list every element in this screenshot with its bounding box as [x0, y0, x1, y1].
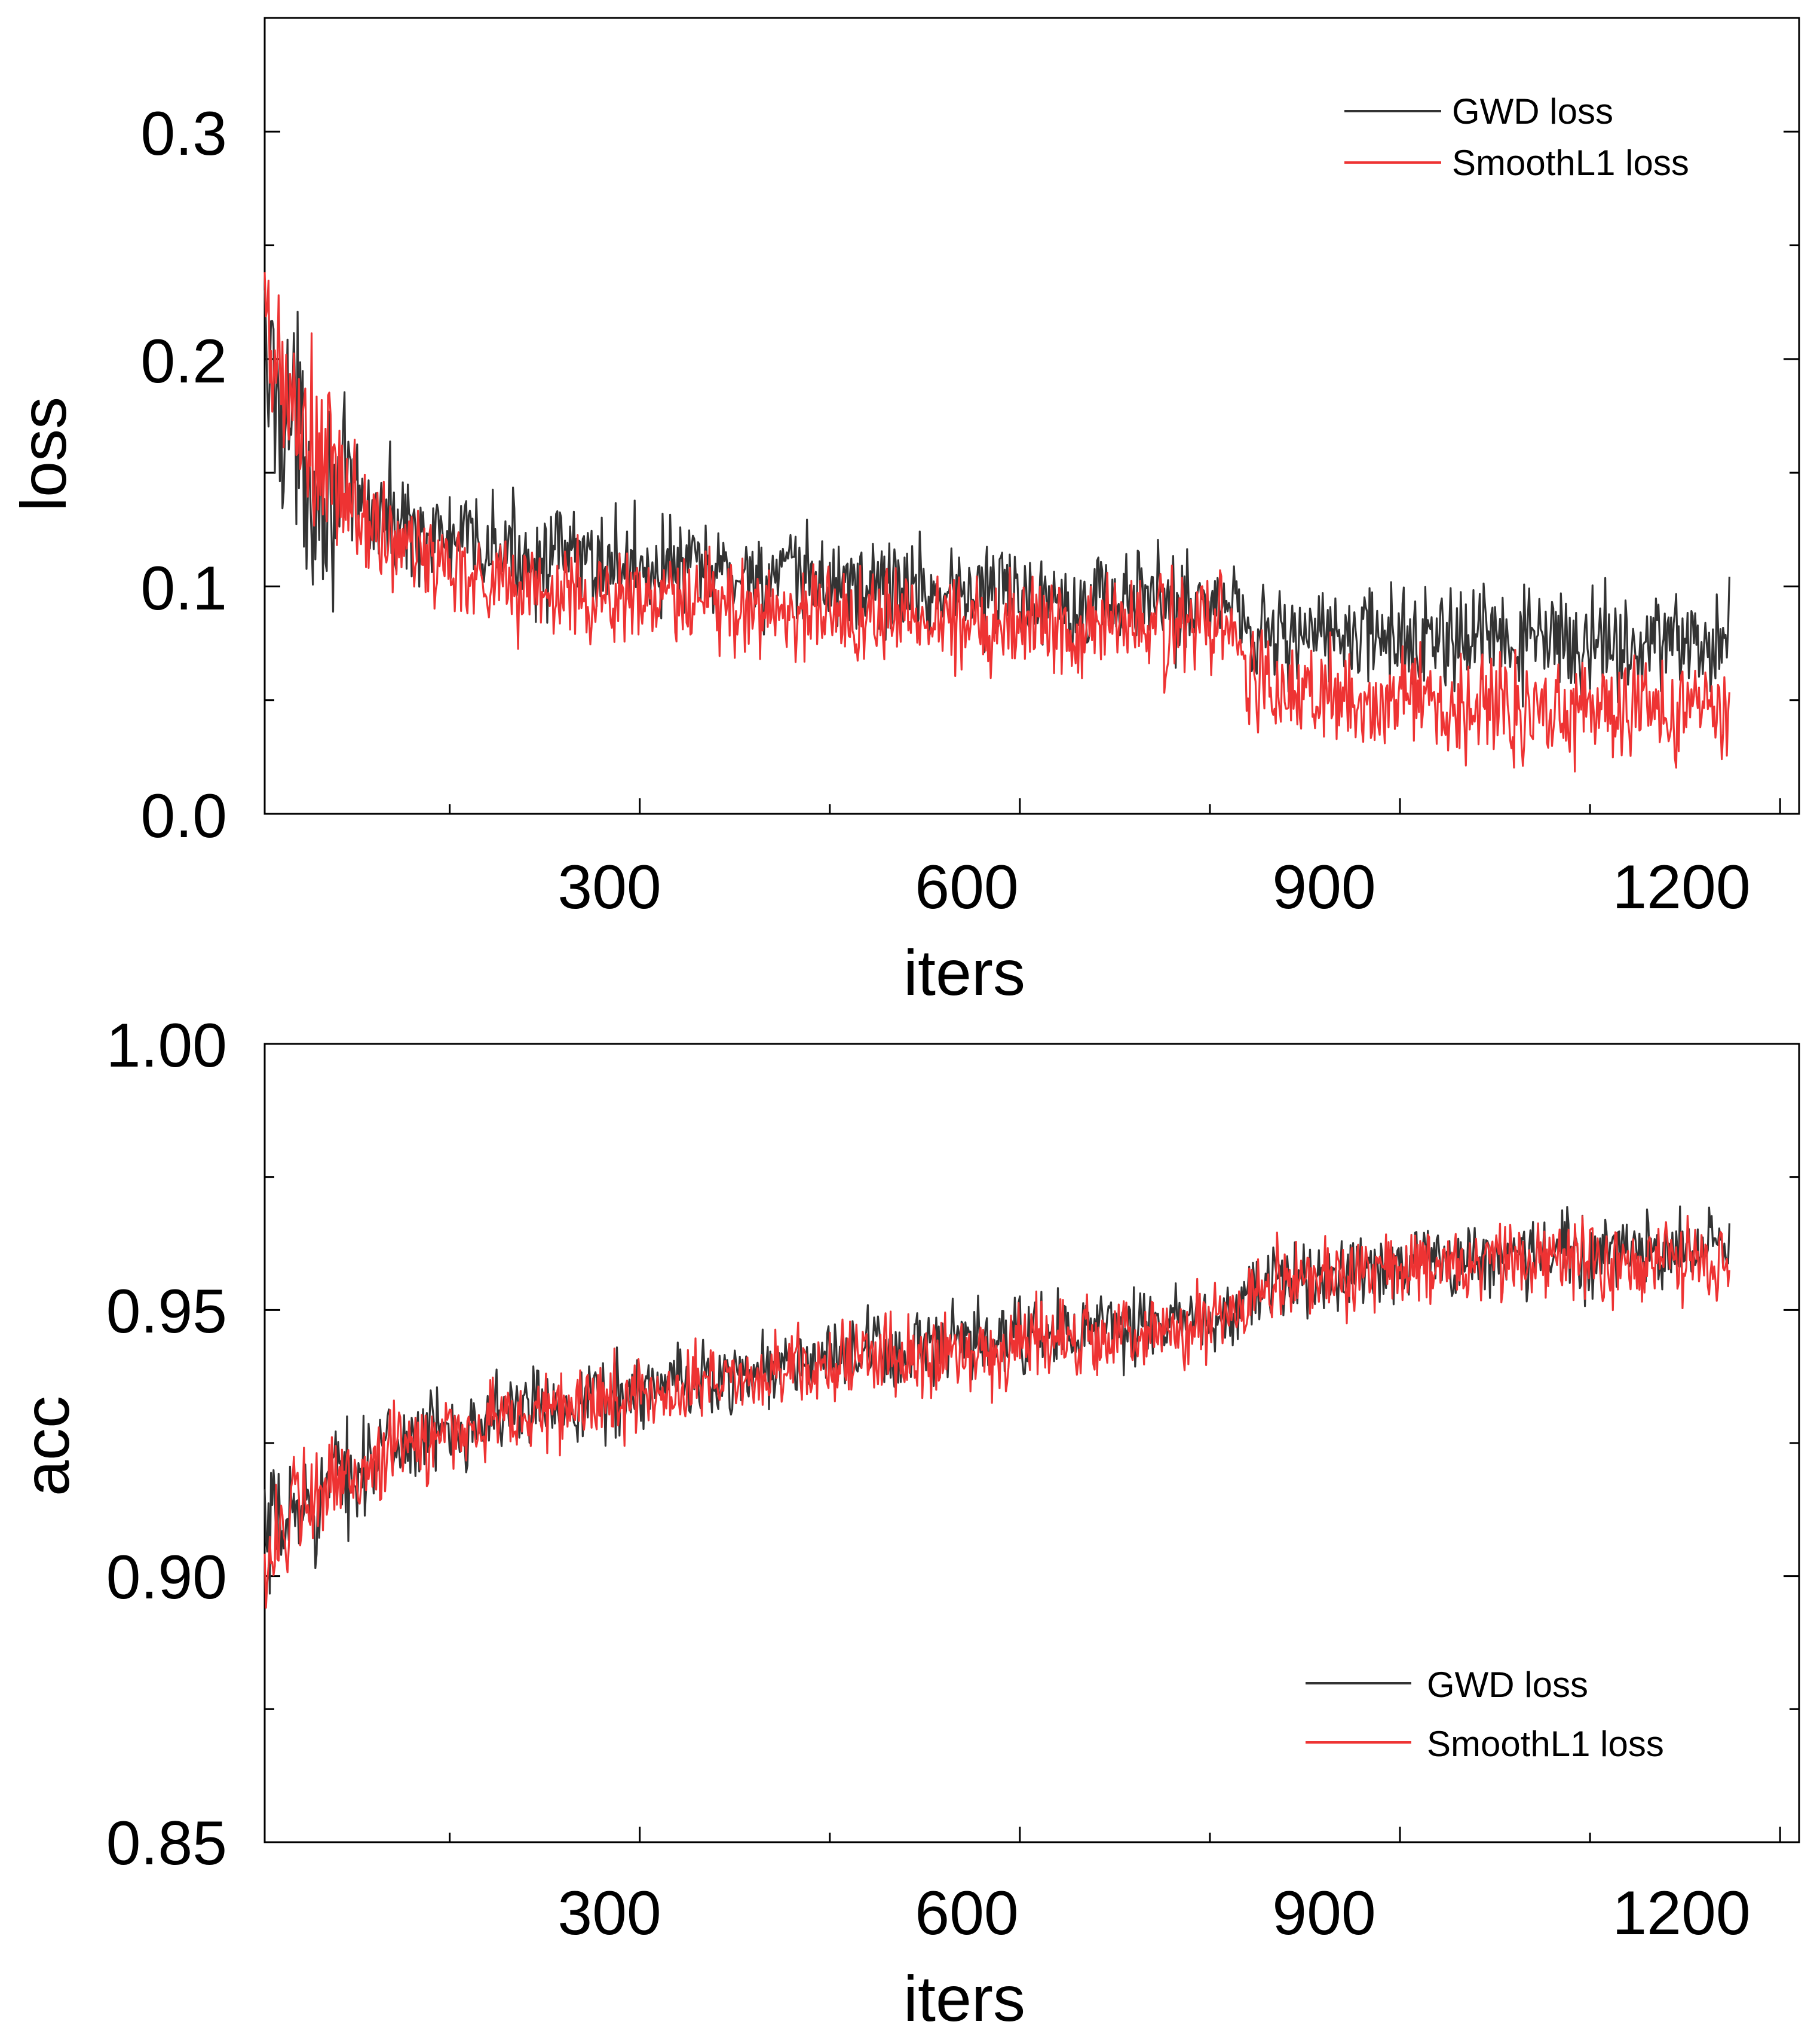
y-axis-title: acc	[10, 1396, 82, 1496]
major-ticks	[265, 130, 1799, 815]
legend: GWD loss SmoothL1 loss	[1306, 1665, 1664, 1764]
x-tick-label: 600	[915, 1879, 1019, 1948]
series-line-smoothl1-loss	[263, 272, 1730, 773]
x-tick-label: 900	[1272, 853, 1376, 922]
x-tick-label: 300	[557, 1879, 661, 1948]
y-tick-label: 0.85	[106, 1809, 227, 1878]
major-ticks	[265, 1043, 1799, 1843]
x-tick-label: 900	[1272, 1879, 1376, 1948]
y-tick-label: 0.90	[106, 1543, 227, 1612]
y-tick-label: 0.0	[140, 782, 227, 851]
acc-chart: 0.85 0.90 0.95 1.00 300 600 900 1200 ite…	[10, 1011, 1800, 2034]
x-tick-label: 600	[915, 853, 1019, 922]
x-tick-labels: 300 600 900 1200	[557, 853, 1750, 922]
x-tick-labels: 300 600 900 1200	[557, 1879, 1750, 1948]
legend: GWD loss SmoothL1 loss	[1344, 91, 1689, 183]
y-tick-labels: 0.0 0.1 0.2 0.3	[140, 99, 227, 851]
y-axis-title: loss	[7, 397, 79, 511]
plot-frame	[263, 1043, 1800, 1843]
y-tick-label: 0.3	[140, 99, 227, 169]
x-tick-label: 1200	[1612, 1879, 1750, 1948]
legend-label-gwd: GWD loss	[1427, 1665, 1588, 1705]
x-axis-title: iters	[903, 1962, 1025, 2034]
legend-label-gwd: GWD loss	[1452, 91, 1613, 131]
x-axis-title: iters	[903, 936, 1025, 1009]
series-line-gwd-loss	[263, 1205, 1730, 1595]
loss-chart: 0.0 0.1 0.2 0.3 300 600 900 1200 iters l…	[7, 17, 1800, 1009]
y-tick-label: 1.00	[106, 1011, 227, 1080]
x-tick-label: 1200	[1612, 853, 1750, 922]
series-line-smoothl1-loss	[263, 1214, 1730, 1609]
y-tick-labels: 0.85 0.90 0.95 1.00	[106, 1011, 227, 1878]
y-tick-label: 0.95	[106, 1277, 227, 1346]
series-lines	[263, 272, 1730, 773]
y-tick-label: 0.2	[140, 327, 227, 396]
series-lines	[263, 1205, 1730, 1609]
plot-frame	[263, 17, 1800, 815]
x-tick-label: 300	[557, 853, 661, 922]
minor-ticks	[265, 244, 1799, 814]
minor-ticks	[265, 1176, 1799, 1842]
y-tick-label: 0.1	[140, 554, 227, 623]
legend-label-smoothl1: SmoothL1 loss	[1427, 1724, 1664, 1764]
legend-label-smoothl1: SmoothL1 loss	[1452, 143, 1689, 183]
